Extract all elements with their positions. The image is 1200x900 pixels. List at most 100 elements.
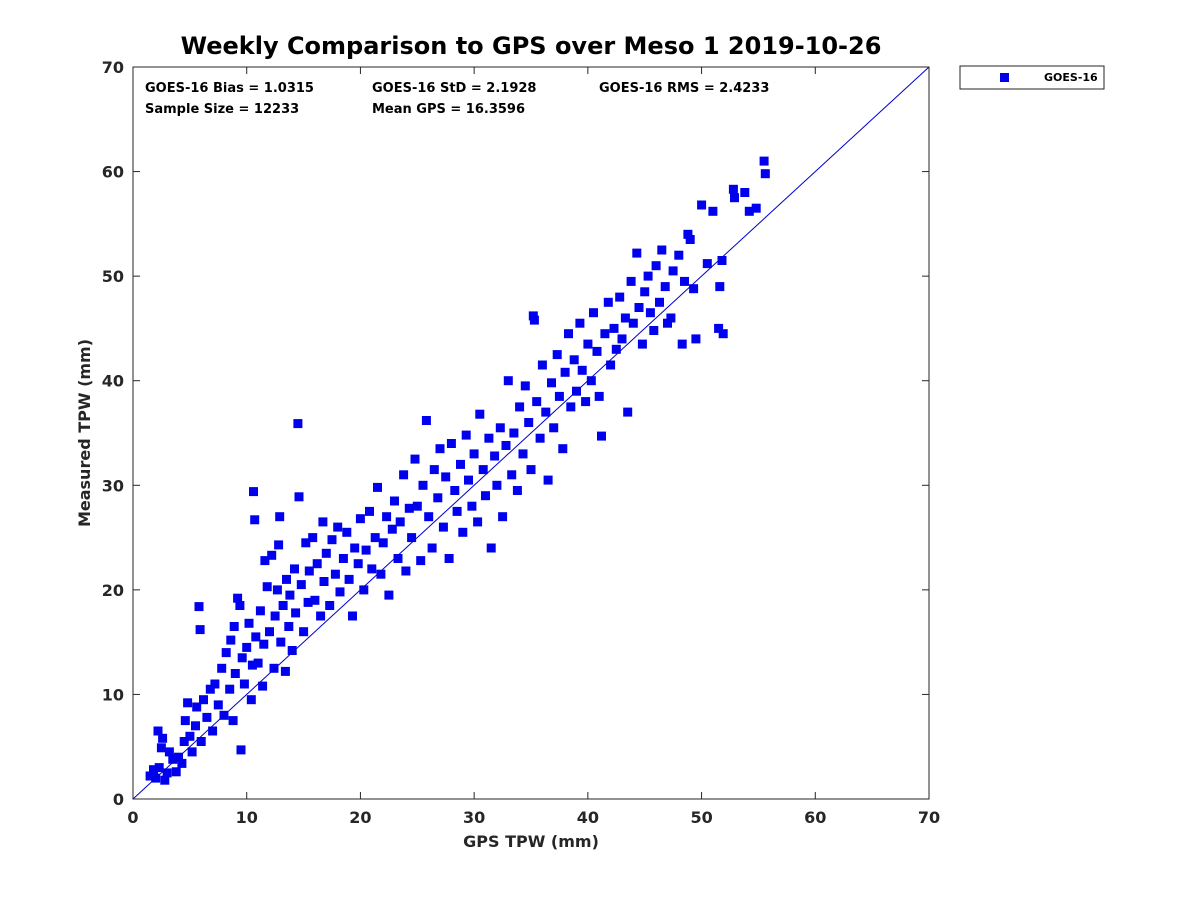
- data-point: [691, 334, 701, 344]
- x-tick-label: 20: [349, 808, 371, 827]
- data-point: [759, 156, 769, 166]
- data-point: [535, 433, 545, 443]
- data-point: [237, 653, 247, 663]
- data-point: [498, 512, 508, 522]
- data-point: [194, 602, 204, 612]
- data-point: [760, 169, 770, 179]
- data-point: [296, 580, 306, 590]
- stat-rms: GOES-16 RMS = 2.4233: [599, 81, 769, 96]
- data-point: [412, 501, 422, 511]
- data-point: [367, 564, 377, 574]
- data-point: [327, 535, 337, 545]
- data-point: [299, 627, 309, 637]
- data-point: [335, 587, 345, 597]
- data-point: [217, 663, 227, 673]
- data-point: [507, 470, 517, 480]
- data-point: [373, 482, 382, 492]
- data-point: [348, 611, 357, 621]
- data-point: [395, 517, 405, 527]
- data-point: [416, 556, 426, 566]
- y-tick-label: 40: [102, 372, 124, 391]
- data-point: [210, 679, 220, 689]
- data-point: [740, 188, 750, 197]
- x-axis-ticks: 0 10 20 30 40 50 60 70: [127, 67, 940, 827]
- data-point: [235, 601, 245, 610]
- data-point: [637, 339, 647, 349]
- data-point: [603, 297, 613, 307]
- data-point: [164, 747, 174, 757]
- data-point: [541, 407, 551, 417]
- data-point: [404, 503, 414, 513]
- data-point: [666, 313, 676, 323]
- data-point: [634, 303, 644, 312]
- data-point: [751, 203, 761, 213]
- data-point: [467, 501, 477, 511]
- data-point: [267, 550, 277, 560]
- data-point: [503, 376, 513, 386]
- data-point: [259, 639, 269, 649]
- data-point: [484, 433, 494, 443]
- data-point: [518, 449, 528, 459]
- data-point: [154, 763, 164, 773]
- data-point: [384, 590, 394, 600]
- data-point: [697, 200, 707, 210]
- data-point: [486, 543, 496, 553]
- data-point: [282, 574, 291, 584]
- data-point: [338, 554, 348, 563]
- data-point: [450, 486, 460, 495]
- legend: GOES-16: [959, 65, 1105, 90]
- data-point: [526, 465, 536, 475]
- data-point: [407, 533, 417, 543]
- y-tick-label: 10: [102, 685, 124, 704]
- data-point: [199, 695, 208, 705]
- stats-annotations: GOES-16 Bias = 1.0315 GOES-16 StD = 2.19…: [145, 81, 769, 117]
- data-point: [649, 326, 659, 335]
- x-tick-label: 70: [918, 808, 940, 827]
- data-point: [492, 480, 502, 490]
- data-point: [226, 635, 236, 645]
- data-point: [473, 517, 483, 527]
- data-point: [236, 745, 246, 755]
- data-point: [294, 492, 304, 502]
- data-point: [378, 538, 388, 548]
- data-point: [628, 318, 638, 328]
- data-point: [359, 585, 369, 595]
- data-point: [552, 350, 562, 360]
- y-axis-ticks: 0 10 20 30 40 50 60 70: [102, 58, 929, 809]
- data-point: [293, 419, 303, 429]
- data-point: [594, 391, 604, 401]
- data-point: [438, 522, 448, 532]
- data-point: [376, 569, 386, 579]
- data-point: [153, 726, 163, 736]
- data-point: [196, 737, 206, 746]
- data-point: [250, 515, 260, 525]
- data-point: [275, 512, 285, 522]
- y-axis-label: Measured TPW (mm): [75, 339, 94, 527]
- data-point: [495, 423, 505, 433]
- data-point: [191, 721, 200, 731]
- stat-mean-gps: Mean GPS = 16.3596: [372, 102, 525, 117]
- data-point: [270, 611, 280, 621]
- legend-label-goes16: GOES-16: [1044, 71, 1098, 84]
- data-point: [583, 339, 593, 349]
- data-point: [461, 430, 471, 440]
- data-point: [280, 666, 290, 676]
- data-point: [617, 334, 627, 344]
- data-point: [399, 470, 409, 480]
- data-point: [325, 601, 335, 610]
- data-point: [319, 577, 329, 586]
- data-point: [355, 514, 365, 524]
- data-point: [249, 487, 258, 497]
- data-point: [393, 554, 403, 563]
- data-point: [253, 658, 263, 668]
- data-point: [185, 731, 195, 741]
- data-point: [640, 287, 650, 297]
- data-point: [597, 431, 606, 441]
- data-point: [183, 698, 193, 708]
- data-point: [192, 702, 202, 712]
- data-point: [205, 684, 215, 694]
- data-point: [171, 767, 181, 777]
- data-point: [145, 771, 155, 781]
- data-point: [301, 538, 311, 548]
- data-point: [202, 712, 212, 722]
